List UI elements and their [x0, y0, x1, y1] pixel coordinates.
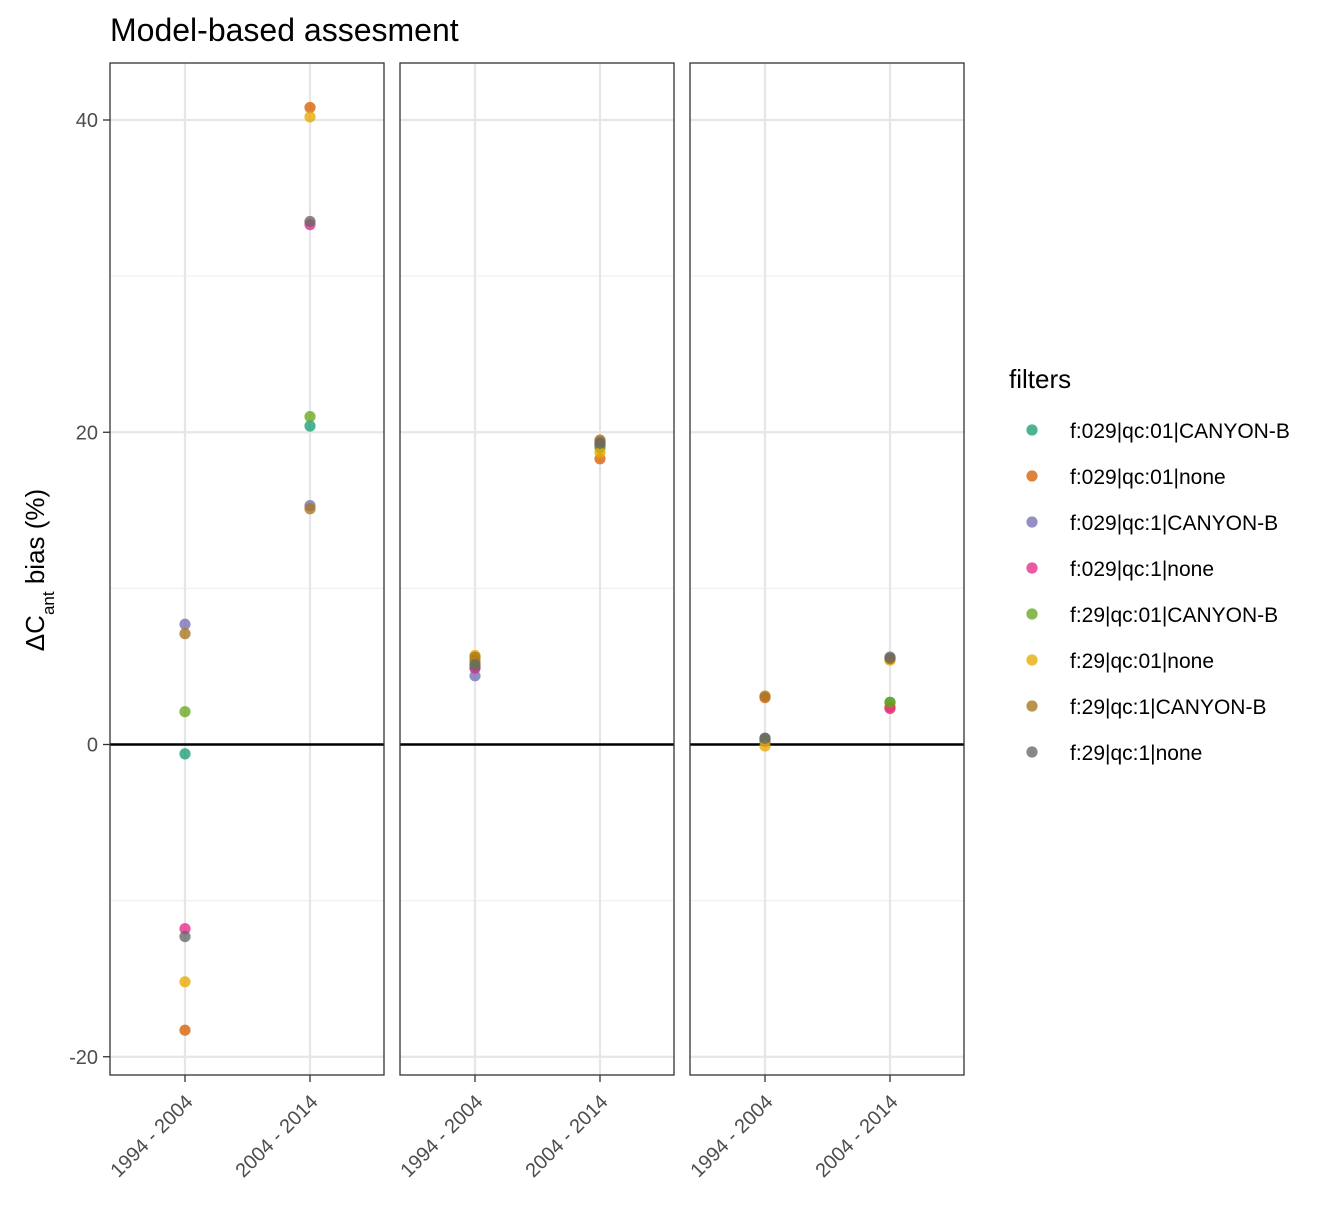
- data-point-f-29-qc-1-canyon-b-panel3-1: [759, 690, 771, 702]
- legend-key: [1026, 424, 1038, 436]
- x-tick-label: 1994 - 2004: [686, 1091, 777, 1182]
- legend: filters f:029|qc:01|CANYON-Bf:029|qc:01|…: [1009, 364, 1290, 765]
- data-point-f-029-qc-1-none-panel1-1: [179, 923, 191, 935]
- y-tick-label: 20: [76, 422, 98, 444]
- legend-title: filters: [1009, 364, 1071, 394]
- legend-key: [1026, 700, 1038, 712]
- data-point-f-29-qc-1-canyon-b-panel1-2: [304, 503, 316, 515]
- data-point-f-29-qc-01-none-panel2-2: [594, 446, 606, 459]
- panel-background: [400, 63, 674, 1075]
- facet-panel-2: 1994 - 2004 2004 - 2014: [396, 62, 675, 1182]
- data-point-f-029-qc-01-none-panel1-2: [304, 101, 316, 114]
- y-axis-title-prefix: ΔC: [20, 615, 50, 651]
- y-axis-title: ΔCant bias (%): [20, 489, 58, 651]
- data-point-f-29-qc-1-none-panel3-2: [884, 651, 896, 663]
- data-point-f-29-qc-01-canyon-b-panel3-2: [884, 696, 896, 708]
- data-point-f-29-qc-1-none-panel1-1: [179, 930, 191, 943]
- facet-panels: 1994 - 2004 2004 - 2014 1994 - 2004 2004 - …: [106, 62, 965, 1182]
- legend-key: [1026, 654, 1038, 666]
- x-tick-label: 2004 - 2014: [231, 1091, 322, 1182]
- chart-title: Model-based assesment: [110, 12, 459, 48]
- legend-key: [1026, 608, 1038, 620]
- legend-item: f:029|qc:01|CANYON-B: [1026, 420, 1290, 443]
- data-point-f-29-qc-1-canyon-b-panel2-1: [469, 651, 481, 663]
- data-point-f-029-qc-1-canyon-b-panel2-1: [469, 670, 481, 682]
- y-tick-label: 40: [76, 110, 98, 132]
- data-point-f-029-qc-01-canyon-b-panel1-1: [179, 748, 191, 760]
- legend-label: f:029|qc:1|none: [1070, 558, 1214, 581]
- legend-label: f:029|qc:1|CANYON-B: [1070, 512, 1278, 535]
- legend-item: f:029|qc:1|none: [1026, 558, 1214, 581]
- facet-panel-1: 1994 - 2004 2004 - 2014: [106, 62, 385, 1182]
- legend-item: f:29|qc:1|none: [1026, 742, 1202, 765]
- data-point-f-29-qc-1-none-panel2-2: [594, 437, 606, 449]
- x-tick-label: 2004 - 2014: [811, 1091, 902, 1182]
- x-tick-label: 1994 - 2004: [396, 1091, 487, 1182]
- y-tick-label: 0: [87, 735, 98, 757]
- legend-label: f:29|qc:1|CANYON-B: [1070, 696, 1266, 719]
- x-tick-label: 2004 - 2014: [521, 1091, 612, 1182]
- legend-key: [1026, 470, 1038, 482]
- legend-label: f:029|qc:01|none: [1070, 466, 1226, 489]
- y-axis-title-suffix: bias (%): [20, 489, 50, 592]
- y-axis-title-subscript: ant: [39, 591, 58, 615]
- x-tick-label: 1994 - 2004: [106, 1091, 197, 1182]
- data-point-f-029-qc-1-canyon-b-panel1-1: [179, 618, 191, 630]
- legend-item: f:29|qc:01|none: [1026, 650, 1214, 673]
- facet-panel-3: 1994 - 2004 2004 - 2014: [686, 62, 965, 1182]
- legend-key: [1026, 746, 1038, 758]
- panel-border: [399, 62, 675, 1076]
- legend-key: [1026, 516, 1038, 528]
- legend-label: f:029|qc:01|CANYON-B: [1070, 420, 1290, 443]
- panel-border: [689, 62, 965, 1076]
- legend-label: f:29|qc:01|CANYON-B: [1070, 604, 1278, 627]
- legend-item: f:29|qc:1|CANYON-B: [1026, 696, 1266, 719]
- data-point-f-29-qc-1-none-panel3-1: [759, 732, 771, 744]
- legend-label: f:29|qc:01|none: [1070, 650, 1214, 673]
- panel-background: [690, 63, 964, 1075]
- data-point-f-29-qc-1-canyon-b-panel1-1: [179, 628, 191, 640]
- legend-item: f:29|qc:01|CANYON-B: [1026, 604, 1278, 627]
- legend-items: f:029|qc:01|CANYON-B f:029|qc:01|none f:02…: [1026, 420, 1290, 765]
- legend-key: [1026, 562, 1038, 574]
- legend-item: f:029|qc:01|none: [1026, 466, 1226, 489]
- data-point-f-29-qc-01-none-panel1-1: [179, 976, 191, 988]
- data-point-f-029-qc-01-canyon-b-panel1-2: [304, 420, 316, 432]
- y-axis: -20 0 20 40: [69, 110, 110, 1069]
- data-point-f-29-qc-01-none-panel1-2: [304, 111, 316, 123]
- data-point-f-29-qc-1-none-panel2-1: [469, 659, 481, 671]
- legend-label: f:29|qc:1|none: [1070, 742, 1202, 765]
- legend-item: f:029|qc:1|CANYON-B: [1026, 512, 1278, 535]
- y-tick-label: -20: [69, 1047, 98, 1069]
- data-point-f-29-qc-01-canyon-b-panel1-1: [179, 706, 191, 718]
- data-point-f-29-qc-1-none-panel1-2: [304, 215, 316, 228]
- data-point-f-29-qc-01-none-panel3-1: [759, 740, 771, 752]
- panel-background: [110, 63, 384, 1075]
- data-point-f-29-qc-01-canyon-b-panel1-2: [304, 411, 316, 423]
- panel-border: [109, 62, 385, 1076]
- data-point-f-029-qc-01-none-panel1-1: [179, 1024, 191, 1036]
